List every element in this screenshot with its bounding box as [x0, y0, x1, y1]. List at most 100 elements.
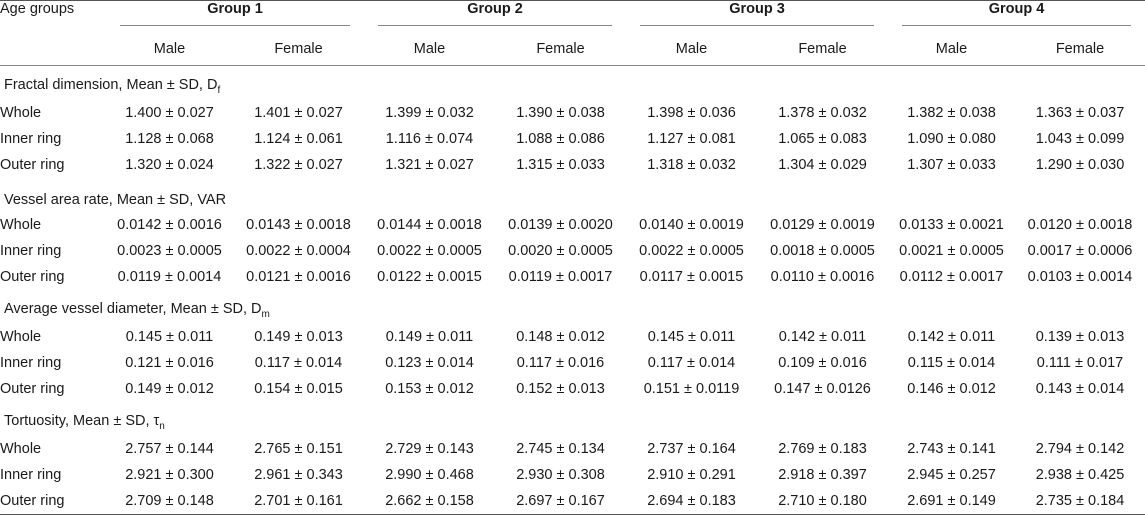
table-cell: 0.146 ± 0.012 — [907, 381, 996, 397]
table-row: Whole 2.757 ± 0.144 2.765 ± 0.151 2.729 ± 0… — [0, 436, 1145, 462]
section-symbol-subscript: n — [159, 421, 165, 432]
section-title: Vessel area rate, Mean ± SD, VAR — [0, 178, 1145, 212]
table-cell: 0.0120 ± 0.0018 — [1027, 217, 1133, 233]
section-header-row: Fractal dimension, Mean ± SD, Df — [0, 66, 1145, 101]
table-cell: 2.701 ± 0.161 — [233, 488, 364, 515]
table-cell: 1.128 ± 0.068 — [125, 131, 214, 147]
table-cell: 2.794 ± 0.142 — [1035, 441, 1125, 457]
table-cell: 0.149 ± 0.012 — [125, 381, 214, 397]
table-row: Inner ring 0.0023 ± 0.0005 0.0022 ± 0.0004… — [0, 238, 1145, 264]
table-cell: 0.0021 ± 0.0005 — [899, 243, 1004, 259]
table-cell: 0.0133 ± 0.0021 — [899, 217, 1004, 233]
table-cell: 1.401 ± 0.027 — [254, 105, 343, 121]
table-row: Inner ring 0.121 ± 0.016 0.117 ± 0.014 0.12… — [0, 350, 1145, 376]
section-title-text: Fractal dimension, Mean ± SD, D — [4, 77, 218, 94]
table-cell: 0.117 ± 0.014 — [647, 355, 736, 371]
table-cell: 0.0022 ± 0.0005 — [377, 243, 482, 259]
table-cell: 2.697 ± 0.167 — [495, 488, 626, 515]
table-cell: 1.116 ± 0.074 — [385, 131, 474, 147]
table-cell: 2.961 ± 0.343 — [254, 467, 343, 483]
table-cell: 2.743 ± 0.141 — [907, 441, 996, 457]
section-header-row: Tortuosity, Mean ± SD, τn — [0, 402, 1145, 436]
table-cell: 1.307 ± 0.033 — [907, 157, 996, 173]
table-row: Outer ring 0.0119 ± 0.0014 0.0121 ± 0.0016… — [0, 264, 1145, 290]
table-cell: 1.065 ± 0.083 — [778, 131, 867, 147]
table-cell: 0.0023 ± 0.0005 — [117, 243, 222, 259]
row-label: Inner ring — [0, 243, 62, 259]
table-cell: 2.921 ± 0.300 — [125, 467, 214, 483]
table-cell: 2.938 ± 0.425 — [1035, 467, 1125, 483]
male-header: Male — [626, 33, 757, 66]
table-cell: 1.322 ± 0.027 — [254, 157, 343, 173]
table-cell: 0.0144 ± 0.0018 — [377, 217, 482, 233]
female-header: Female — [757, 33, 888, 66]
table-cell: 0.151 ± 0.0119 — [643, 381, 740, 397]
table-cell: 2.930 ± 0.308 — [516, 467, 605, 483]
row-label: Whole — [0, 329, 42, 345]
table-cell: 2.910 ± 0.291 — [647, 467, 736, 483]
table-cell: 0.145 ± 0.011 — [647, 329, 736, 345]
table-cell: 1.088 ± 0.086 — [516, 131, 605, 147]
table-cell: 1.290 ± 0.030 — [1035, 157, 1125, 173]
table-cell: 0.0121 ± 0.0016 — [246, 269, 351, 285]
table-row: Outer ring 1.320 ± 0.024 1.322 ± 0.027 1.32… — [0, 152, 1145, 178]
table-row: Outer ring 0.149 ± 0.012 0.154 ± 0.015 0.15… — [0, 376, 1145, 402]
table-cell: 0.0103 ± 0.0014 — [1027, 269, 1133, 285]
section-title: Average vessel diameter, Mean ± SD, Dm — [0, 290, 1145, 324]
table-cell: 1.124 ± 0.061 — [254, 131, 343, 147]
section-title-text: Average vessel diameter, Mean ± SD, D — [4, 301, 262, 318]
table-cell: 0.147 ± 0.0126 — [774, 381, 871, 397]
table-cell: 2.710 ± 0.180 — [757, 488, 888, 515]
table-cell: 1.043 ± 0.099 — [1035, 131, 1125, 147]
table-cell: 2.745 ± 0.134 — [516, 441, 605, 457]
table-cell: 2.729 ± 0.143 — [385, 441, 474, 457]
table-body: Fractal dimension, Mean ± SD, Df Whole 1.4… — [0, 66, 1145, 515]
section-title-text: Vessel area rate, Mean ± SD, VAR — [4, 192, 227, 208]
table-cell: 1.399 ± 0.032 — [385, 105, 474, 121]
header-row-sex: Male Female Male Female Male Female Male… — [0, 33, 1145, 66]
table-cell: 1.304 ± 0.029 — [778, 157, 867, 173]
male-header: Male — [364, 33, 495, 66]
table-cell: 0.111 ± 0.017 — [1036, 355, 1124, 371]
table-cell: 1.400 ± 0.027 — [125, 105, 214, 121]
section-symbol-subscript: m — [261, 309, 270, 320]
table-cell: 0.143 ± 0.014 — [1035, 381, 1125, 397]
table-cell: 0.0018 ± 0.0005 — [770, 243, 875, 259]
table-cell: 0.0117 ± 0.0015 — [639, 269, 744, 285]
table-cell: 0.0142 ± 0.0016 — [117, 217, 222, 233]
blank-header-cell — [0, 33, 106, 66]
table-cell: 2.691 ± 0.149 — [888, 488, 1015, 515]
row-label: Inner ring — [0, 355, 62, 371]
table-cell: 0.115 ± 0.014 — [907, 355, 996, 371]
table-cell: 2.757 ± 0.144 — [125, 441, 214, 457]
table-cell: 1.363 ± 0.037 — [1035, 105, 1125, 121]
section-title-text: Tortuosity, Mean ± SD, τ — [4, 413, 160, 430]
row-label: Outer ring — [0, 157, 65, 173]
section-header-row: Average vessel diameter, Mean ± SD, Dm — [0, 290, 1145, 324]
table-row: Inner ring 2.921 ± 0.300 2.961 ± 0.343 2.99… — [0, 462, 1145, 488]
group-4-header: Group 4 — [888, 0, 1145, 33]
table-cell: 2.945 ± 0.257 — [907, 467, 996, 483]
table-cell: 2.735 ± 0.184 — [1015, 488, 1145, 515]
age-groups-header: Age groups — [0, 0, 106, 33]
table-cell: 0.149 ± 0.013 — [254, 329, 343, 345]
table-cell: 0.121 ± 0.016 — [125, 355, 214, 371]
female-header: Female — [495, 33, 626, 66]
table-cell: 0.0110 ± 0.0016 — [770, 269, 875, 285]
table-cell: 0.0022 ± 0.0004 — [246, 243, 351, 259]
table-cell: 0.117 ± 0.016 — [516, 355, 605, 371]
table-row: Whole 0.0142 ± 0.0016 0.0143 ± 0.0018 0.014… — [0, 212, 1145, 238]
table-cell: 0.0139 ± 0.0020 — [508, 217, 613, 233]
table-cell: 0.0129 ± 0.0019 — [770, 217, 875, 233]
table-cell: 0.0122 ± 0.0015 — [377, 269, 482, 285]
table-row: Outer ring 2.709 ± 0.148 2.701 ± 0.161 2.66… — [0, 488, 1145, 515]
table-cell: 0.0143 ± 0.0018 — [246, 217, 351, 233]
data-table: Age groups Group 1 Group 2 Group 3 Group… — [0, 0, 1145, 515]
table-cell: 1.315 ± 0.033 — [516, 157, 605, 173]
table-cell: 2.918 ± 0.397 — [778, 467, 867, 483]
table-cell: 0.145 ± 0.011 — [125, 329, 214, 345]
row-label: Outer ring — [0, 381, 65, 397]
table-cell: 2.769 ± 0.183 — [778, 441, 867, 457]
table-cell: 0.154 ± 0.015 — [254, 381, 343, 397]
table-cell: 1.127 ± 0.081 — [647, 131, 736, 147]
